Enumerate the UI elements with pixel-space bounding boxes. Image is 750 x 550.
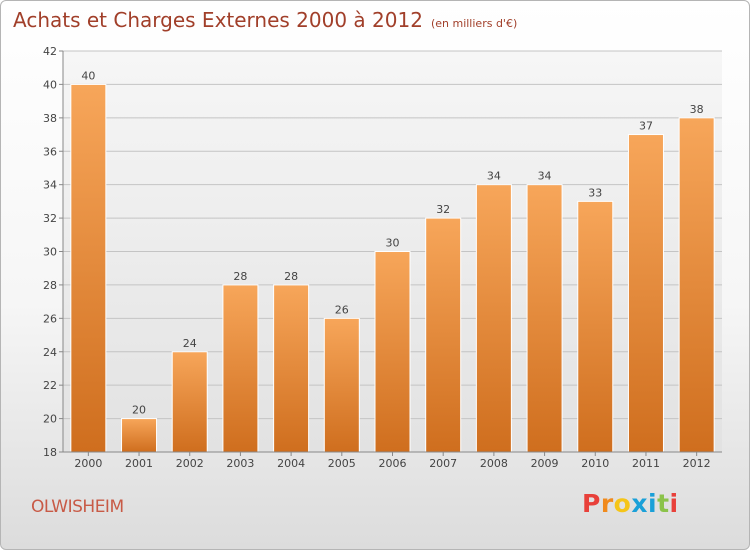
bar-value-label: 32 xyxy=(436,203,450,216)
y-tick-label: 28 xyxy=(43,279,57,292)
y-tick-label: 32 xyxy=(43,212,57,225)
chart-title-text: Achats et Charges Externes 2000 à 2012 xyxy=(13,8,423,32)
location-name: OLWISHEIM xyxy=(31,497,124,517)
bar xyxy=(475,184,512,453)
x-tick-label: 2006 xyxy=(379,457,407,470)
bar-value-label: 40 xyxy=(81,69,95,82)
y-tick-label: 40 xyxy=(43,78,57,91)
x-tick-label: 2010 xyxy=(581,457,609,470)
bar-value-label: 38 xyxy=(690,103,704,116)
y-tick-label: 20 xyxy=(43,413,57,426)
x-tick-label: 2004 xyxy=(277,457,305,470)
bar xyxy=(526,184,563,453)
x-tick-label: 2000 xyxy=(74,457,102,470)
x-tick-label: 2012 xyxy=(683,457,711,470)
bar-value-label: 34 xyxy=(538,170,552,183)
bars: 40 20 24 28 28 26 30 32 34 34 33 37 38 xyxy=(70,69,715,453)
chart-title: Achats et Charges Externes 2000 à 2012 (e… xyxy=(13,8,517,32)
bar-value-label: 24 xyxy=(183,337,197,350)
y-tick-label: 30 xyxy=(43,246,57,259)
x-tick-label: 2001 xyxy=(125,457,153,470)
bar xyxy=(577,200,614,453)
y-tick-label: 22 xyxy=(43,379,57,392)
y-axis: 18 20 22 24 26 28 30 32 34 36 38 40 42 xyxy=(43,45,64,459)
logo-letter: r xyxy=(600,489,614,518)
x-tick-label: 2009 xyxy=(531,457,559,470)
bar-value-label: 30 xyxy=(386,237,400,250)
y-tick-label: 26 xyxy=(43,312,57,325)
bar xyxy=(678,117,715,453)
bar-value-label: 34 xyxy=(487,170,501,183)
bar xyxy=(222,284,259,453)
logo-letter: x xyxy=(631,489,648,518)
y-tick-label: 42 xyxy=(43,45,57,58)
chart-subtitle: (en milliers d'€) xyxy=(430,17,518,30)
y-tick-label: 36 xyxy=(43,145,57,158)
bar-value-label: 28 xyxy=(233,270,247,283)
bar xyxy=(374,251,411,453)
bar-value-label: 28 xyxy=(284,270,298,283)
x-tick-label: 2005 xyxy=(328,457,356,470)
bar xyxy=(323,317,360,453)
bar xyxy=(171,351,208,453)
x-tick-label: 2007 xyxy=(429,457,457,470)
x-tick-label: 2008 xyxy=(480,457,508,470)
logo-letter: t xyxy=(657,489,670,518)
logo-letter: i xyxy=(669,489,679,518)
bar xyxy=(121,418,158,453)
bar-value-label: 26 xyxy=(335,303,349,316)
bar xyxy=(70,83,107,453)
logo-letter: i xyxy=(648,489,658,518)
y-tick-label: 18 xyxy=(43,446,57,459)
x-axis: 2000 2001 2002 2003 2004 2005 2006 2007 2008 2009… xyxy=(63,451,722,470)
bar xyxy=(273,284,310,453)
bar-value-label: 37 xyxy=(639,120,653,133)
bar-value-label: 33 xyxy=(588,186,602,199)
proxiti-logo: Proxiti xyxy=(582,489,679,518)
logo-letter: o xyxy=(613,489,632,518)
y-tick-label: 34 xyxy=(43,179,57,192)
x-tick-label: 2003 xyxy=(226,457,254,470)
x-tick-label: 2011 xyxy=(632,457,660,470)
y-tick-label: 38 xyxy=(43,112,57,125)
bar xyxy=(627,134,664,453)
bar-value-label: 20 xyxy=(132,404,146,417)
x-tick-label: 2002 xyxy=(176,457,204,470)
logo-letter: P xyxy=(582,489,601,518)
bar xyxy=(425,217,462,453)
y-tick-label: 24 xyxy=(43,346,57,359)
